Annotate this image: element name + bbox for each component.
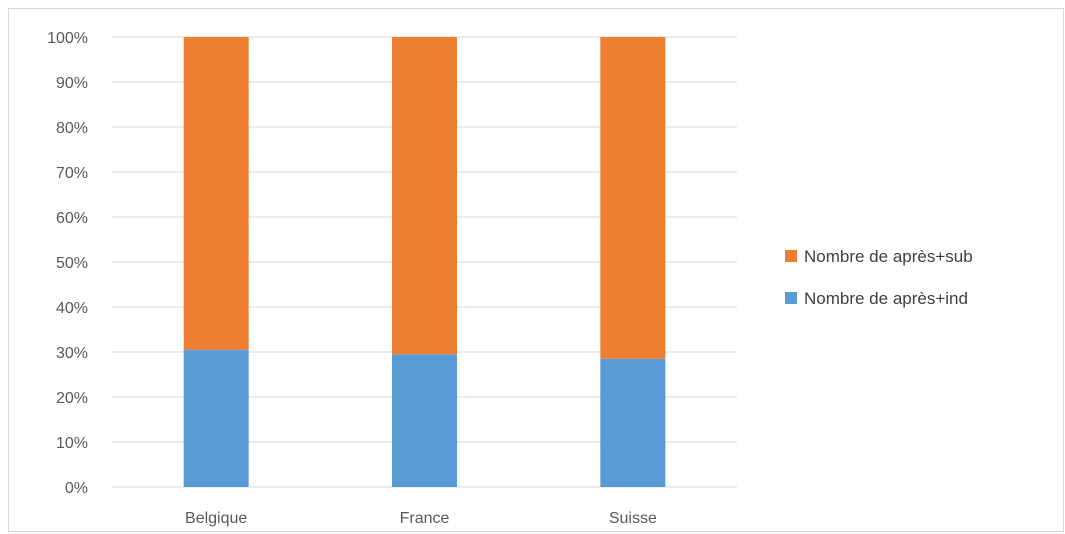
bar-segment bbox=[392, 354, 457, 487]
bars bbox=[183, 37, 666, 487]
x-category-label: Suisse bbox=[609, 510, 657, 527]
y-tick-label: 20% bbox=[56, 390, 88, 407]
legend-swatch bbox=[785, 292, 797, 304]
y-tick-label: 10% bbox=[56, 435, 88, 452]
y-tick-label: 50% bbox=[56, 255, 88, 272]
x-category-label: Belgique bbox=[185, 510, 247, 527]
y-axis-tick-labels: 0% 10% 20% 30% 40% 50% 60% 70% 80% 90% 100% bbox=[47, 30, 88, 497]
y-tick-label: 80% bbox=[56, 120, 88, 137]
bar-segment bbox=[392, 37, 457, 355]
y-tick-label: 60% bbox=[56, 210, 88, 227]
y-tick-label: 30% bbox=[56, 345, 88, 362]
legend-swatch bbox=[785, 250, 797, 262]
legend: Nombre de après+sub Nombre de après+ind bbox=[785, 247, 973, 308]
x-category-label: France bbox=[400, 510, 450, 527]
legend-label: Nombre de après+ind bbox=[804, 289, 968, 308]
bar-segment bbox=[600, 358, 666, 487]
y-tick-label: 40% bbox=[56, 300, 88, 317]
bar-segment bbox=[183, 37, 249, 350]
y-tick-label: 70% bbox=[56, 165, 88, 182]
bar-segment bbox=[183, 349, 249, 487]
legend-label: Nombre de après+sub bbox=[804, 247, 973, 266]
y-tick-label: 90% bbox=[56, 75, 88, 92]
x-axis-category-labels: Belgique France Suisse bbox=[185, 510, 657, 527]
y-tick-label: 0% bbox=[65, 480, 88, 497]
bar-segment bbox=[600, 37, 666, 359]
y-tick-label: 100% bbox=[47, 30, 88, 47]
